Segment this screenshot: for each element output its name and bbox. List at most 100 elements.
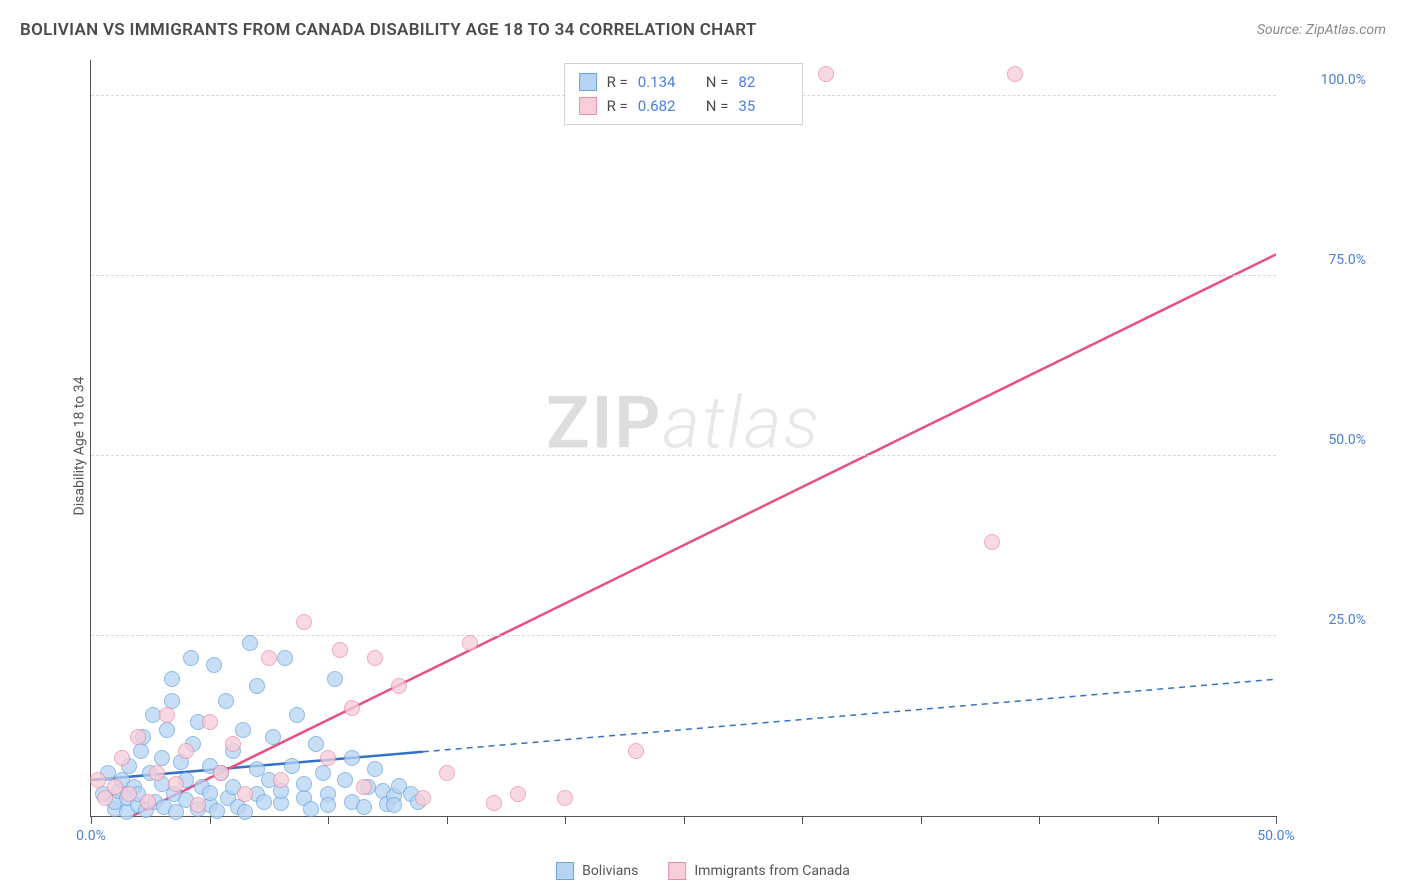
data-point-canada bbox=[296, 614, 312, 630]
trend-lines bbox=[91, 60, 1276, 816]
n-label: N = bbox=[706, 70, 729, 94]
bottom-legend-item: Immigrants from Canada bbox=[668, 862, 850, 880]
legend-swatch bbox=[579, 97, 597, 115]
n-value: 82 bbox=[738, 70, 788, 94]
data-point-canada bbox=[557, 790, 573, 806]
r-label: R = bbox=[607, 94, 628, 118]
data-point-canada bbox=[628, 743, 644, 759]
chart-title: BOLIVIAN VS IMMIGRANTS FROM CANADA DISAB… bbox=[20, 20, 757, 40]
x-tick-label: 50.0% bbox=[1257, 828, 1295, 844]
data-point-canada bbox=[439, 765, 455, 781]
r-value: 0.682 bbox=[638, 94, 688, 118]
legend-stats-row: R = 0.134 N = 82 bbox=[579, 70, 789, 94]
x-tick bbox=[1158, 816, 1159, 824]
gridline-h bbox=[91, 455, 1276, 456]
data-point-canada bbox=[178, 743, 194, 759]
data-point-bolivians bbox=[367, 761, 383, 777]
x-tick bbox=[1276, 816, 1277, 824]
data-point-bolivians bbox=[256, 794, 272, 810]
r-value: 0.134 bbox=[638, 70, 688, 94]
data-point-bolivians bbox=[183, 650, 199, 666]
data-point-bolivians bbox=[202, 785, 218, 801]
data-point-bolivians bbox=[206, 657, 222, 673]
data-point-bolivians bbox=[320, 797, 336, 813]
data-point-bolivians bbox=[218, 693, 234, 709]
data-point-bolivians bbox=[337, 772, 353, 788]
y-tick-label: 100.0% bbox=[1286, 72, 1366, 88]
data-point-canada bbox=[190, 797, 206, 813]
data-point-canada bbox=[273, 772, 289, 788]
data-point-bolivians bbox=[235, 722, 251, 738]
data-point-canada bbox=[261, 650, 277, 666]
x-tick bbox=[802, 816, 803, 824]
scatter-plot: ZIPatlas R =0.134N =82R =0.682N =35 25.0… bbox=[90, 60, 1276, 817]
data-point-canada bbox=[237, 786, 253, 802]
data-point-canada bbox=[159, 707, 175, 723]
data-point-canada bbox=[149, 765, 165, 781]
legend-label: Immigrants from Canada bbox=[694, 863, 850, 879]
data-point-bolivians bbox=[308, 736, 324, 752]
data-point-canada bbox=[332, 642, 348, 658]
n-label: N = bbox=[706, 94, 729, 118]
data-point-canada bbox=[213, 765, 229, 781]
x-tick bbox=[210, 816, 211, 824]
y-tick-label: 75.0% bbox=[1286, 252, 1366, 268]
data-point-canada bbox=[818, 66, 834, 82]
data-point-canada bbox=[391, 678, 407, 694]
data-point-bolivians bbox=[303, 801, 319, 817]
data-point-canada bbox=[356, 779, 372, 795]
x-tick-label: 0.0% bbox=[76, 828, 106, 844]
legend-swatch bbox=[668, 862, 686, 880]
data-point-canada bbox=[344, 700, 360, 716]
data-point-bolivians bbox=[209, 803, 225, 819]
legend-stats-row: R = 0.682 N = 35 bbox=[579, 94, 789, 118]
data-point-bolivians bbox=[386, 797, 402, 813]
legend-swatch bbox=[579, 73, 597, 91]
chart-area: ZIPatlas R = 0.134 N = 82 R = 0.682 N = 35 25.0… bbox=[50, 60, 1376, 847]
data-point-canada bbox=[121, 786, 137, 802]
y-tick-label: 25.0% bbox=[1286, 612, 1366, 628]
data-point-bolivians bbox=[265, 729, 281, 745]
x-tick bbox=[1039, 816, 1040, 824]
data-point-canada bbox=[462, 635, 478, 651]
x-tick bbox=[565, 816, 566, 824]
bottom-legend: Bolivians Immigrants from Canada bbox=[556, 862, 850, 880]
data-point-bolivians bbox=[164, 671, 180, 687]
data-point-canada bbox=[90, 772, 106, 788]
gridline-h bbox=[91, 635, 1276, 636]
data-point-bolivians bbox=[344, 750, 360, 766]
gridline-h bbox=[91, 275, 1276, 276]
data-point-bolivians bbox=[237, 804, 253, 820]
data-point-canada bbox=[114, 750, 130, 766]
data-point-bolivians bbox=[159, 722, 175, 738]
legend-swatch bbox=[556, 862, 574, 880]
data-point-canada bbox=[1007, 66, 1023, 82]
x-tick bbox=[684, 816, 685, 824]
r-label: R = bbox=[607, 70, 628, 94]
n-value: 35 bbox=[738, 94, 788, 118]
data-point-canada bbox=[140, 794, 156, 810]
source-label: Source: ZipAtlas.com bbox=[1257, 22, 1386, 38]
data-point-canada bbox=[486, 795, 502, 811]
data-point-bolivians bbox=[277, 650, 293, 666]
title-bar: BOLIVIAN VS IMMIGRANTS FROM CANADA DISAB… bbox=[20, 20, 1386, 40]
data-point-bolivians bbox=[284, 758, 300, 774]
x-tick bbox=[447, 816, 448, 824]
data-point-canada bbox=[130, 729, 146, 745]
data-point-bolivians bbox=[249, 678, 265, 694]
data-point-canada bbox=[367, 650, 383, 666]
watermark: ZIPatlas bbox=[546, 380, 821, 465]
y-tick-label: 50.0% bbox=[1286, 432, 1366, 448]
data-point-canada bbox=[225, 736, 241, 752]
legend-label: Bolivians bbox=[582, 863, 638, 879]
data-point-canada bbox=[984, 534, 1000, 550]
legend-stats-box: R = 0.134 N = 82 R = 0.682 N = 35 bbox=[564, 63, 804, 125]
data-point-canada bbox=[320, 750, 336, 766]
data-point-canada bbox=[415, 790, 431, 806]
data-point-bolivians bbox=[315, 765, 331, 781]
x-tick bbox=[328, 816, 329, 824]
data-point-canada bbox=[510, 786, 526, 802]
data-point-bolivians bbox=[327, 671, 343, 687]
data-point-bolivians bbox=[356, 799, 372, 815]
data-point-canada bbox=[202, 714, 218, 730]
